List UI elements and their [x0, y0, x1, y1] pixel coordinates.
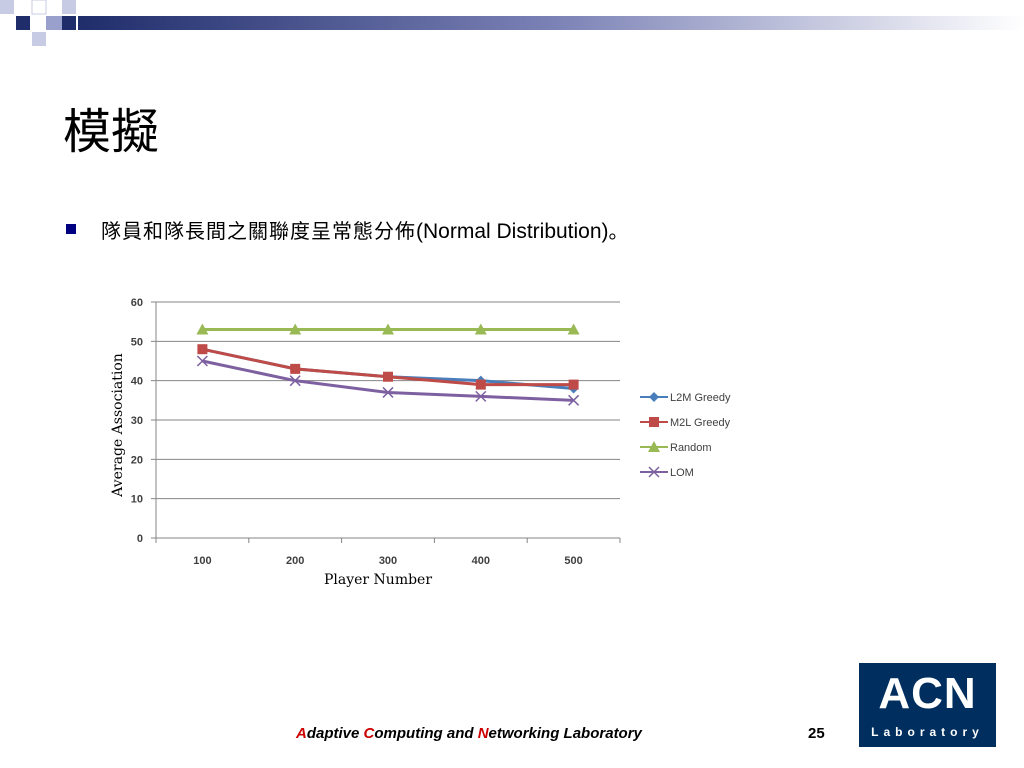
footer-omputing: omputing and — [374, 725, 478, 742]
legend-marker — [649, 392, 659, 402]
data-point — [382, 323, 394, 335]
y-tick-label: 50 — [131, 336, 143, 348]
bullet-text: 隊員和隊長間之關聯度呈常態分佈(Normal Distribution)。 — [101, 215, 630, 244]
page-number: 25 — [808, 725, 825, 742]
header-gradient-bar — [0, 0, 1024, 46]
y-tick-label: 60 — [131, 297, 143, 309]
data-point — [382, 386, 394, 398]
data-point — [475, 390, 487, 402]
footer-n: N — [477, 725, 489, 742]
data-point — [196, 323, 209, 335]
footer-etworking: etworking Laboratory — [488, 725, 642, 742]
bullet-square-icon — [66, 224, 76, 234]
y-tick-label: 20 — [131, 454, 143, 466]
data-point — [567, 323, 580, 335]
data-point — [383, 371, 393, 382]
x-tick-label: 100 — [193, 555, 211, 567]
x-tick-label: 200 — [286, 555, 304, 567]
legend-label: LOM — [670, 467, 694, 479]
legend-label: L2M Greedy — [670, 392, 731, 404]
legend-marker — [648, 441, 660, 452]
legend-marker — [648, 466, 660, 478]
bullet-text-cjk: 隊員和隊長間之關聯度呈常態分佈 — [101, 218, 416, 243]
x-tick-label: 500 — [564, 555, 582, 567]
data-point — [197, 344, 208, 355]
bullet-text-end: 。 — [608, 218, 630, 243]
data-point — [475, 379, 486, 390]
x-tick-label: 400 — [472, 555, 490, 567]
x-tick-label: 300 — [379, 555, 397, 567]
legend-label: M2L Greedy — [670, 417, 731, 429]
y-axis-title: Average Association — [110, 353, 126, 498]
footer-c: C — [363, 725, 375, 742]
legend-marker — [649, 417, 659, 427]
data-point — [289, 375, 301, 387]
data-point — [290, 363, 301, 374]
data-point — [568, 379, 579, 390]
footer-daptive: daptive — [306, 725, 364, 742]
legend-label: Random — [670, 442, 712, 454]
y-tick-label: 10 — [131, 494, 143, 506]
acn-logo: ACN Laboratory — [859, 663, 996, 747]
x-axis-title: Player Number — [324, 572, 432, 588]
header-decoration — [0, 0, 1024, 48]
data-point — [474, 323, 487, 335]
bullet-item: 隊員和隊長間之關聯度呈常態分佈(Normal Distribution)。 — [66, 214, 630, 244]
data-point — [196, 355, 208, 367]
slide-title: 模擬 — [63, 104, 160, 160]
footer-a: A — [296, 725, 307, 742]
y-tick-label: 40 — [131, 376, 143, 388]
data-point — [568, 394, 580, 406]
y-tick-label: 30 — [131, 415, 143, 427]
y-tick-label: 0 — [137, 533, 143, 545]
data-point — [289, 323, 302, 335]
bullet-text-latin: (Normal Distribution) — [416, 219, 609, 243]
logo-main-text: ACN — [878, 669, 977, 718]
footer-lab-name: Adaptive Computing and Networking Labora… — [296, 725, 642, 742]
logo-sub-text: Laboratory — [871, 725, 984, 739]
series-line — [202, 347, 574, 391]
